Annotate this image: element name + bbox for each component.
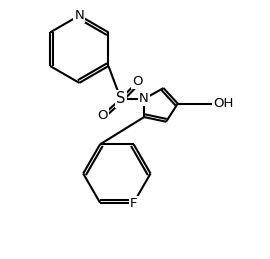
Text: O: O bbox=[132, 75, 143, 88]
Text: OH: OH bbox=[213, 97, 233, 110]
Text: N: N bbox=[139, 92, 149, 105]
Text: F: F bbox=[130, 197, 137, 211]
Text: S: S bbox=[116, 91, 126, 106]
Text: O: O bbox=[97, 109, 108, 122]
Text: N: N bbox=[75, 9, 84, 22]
